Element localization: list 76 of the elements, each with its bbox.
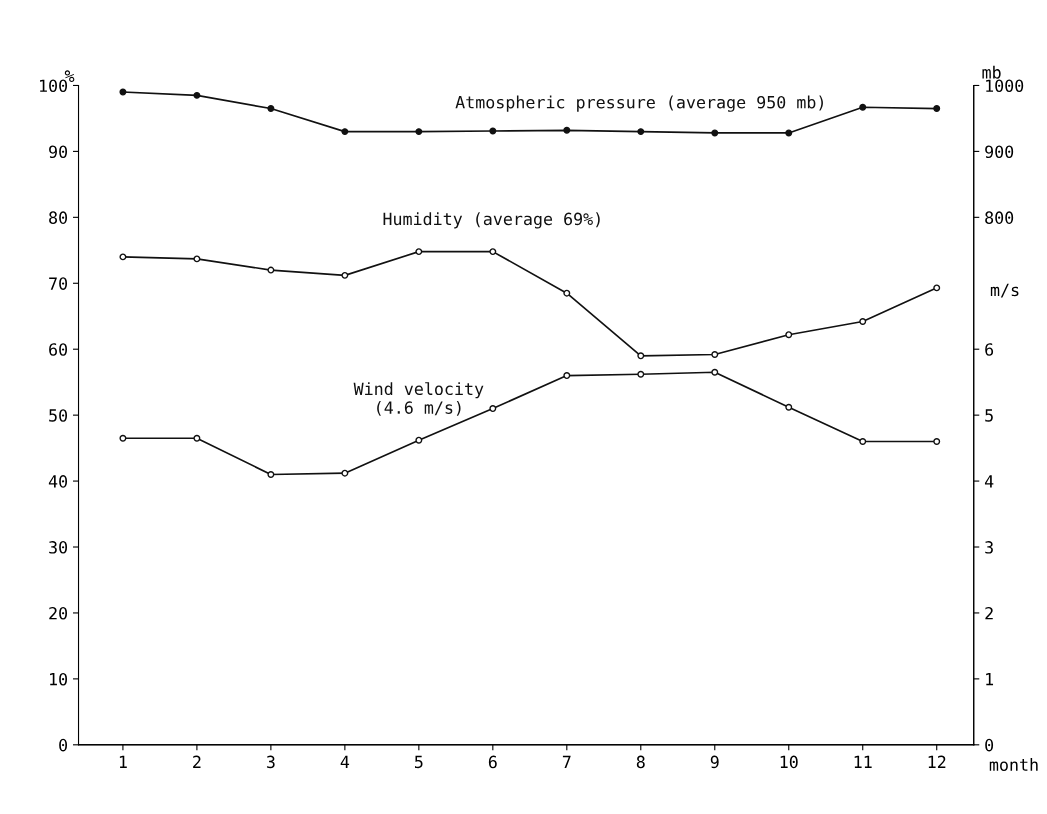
- y3-tick-label: 900: [985, 145, 1014, 159]
- point: [415, 248, 423, 256]
- point: [859, 438, 867, 445]
- point: [637, 352, 645, 360]
- point: [193, 91, 201, 99]
- point: [563, 372, 571, 380]
- x-tick-label: 5: [414, 755, 423, 769]
- y-tick-label: 30: [49, 541, 68, 554]
- y-tick-label: 70: [49, 277, 68, 290]
- point: [415, 436, 423, 444]
- y3-tick-label: 800: [985, 211, 1014, 224]
- y-tick-label: 80: [49, 211, 68, 224]
- y-tick-label: 60: [49, 343, 68, 356]
- point: [193, 434, 201, 442]
- point: [119, 88, 127, 96]
- point: [341, 271, 349, 279]
- point: [785, 403, 793, 411]
- x-tick-label: 3: [266, 755, 275, 769]
- point: [489, 405, 497, 413]
- point: [267, 266, 275, 274]
- y-tick-label: 40: [48, 475, 68, 488]
- y-tick-label: 20: [49, 606, 68, 620]
- y2-tick-label: 1: [986, 673, 994, 686]
- x-tick-label: 1: [119, 755, 127, 768]
- y-axis-title: %: [64, 70, 75, 82]
- y-tick-label: 10: [50, 672, 68, 686]
- point: [563, 126, 571, 134]
- x-tick-label: 7: [562, 755, 571, 768]
- x-tick-label: 12: [928, 755, 946, 768]
- point: [415, 128, 423, 136]
- point: [785, 129, 793, 137]
- y2-tick-label: 3: [985, 541, 993, 554]
- y2-tick-label: 0: [985, 738, 994, 752]
- x-tick-label: 11: [854, 755, 872, 768]
- series-label: Wind velocity (4.6 m/s): [353, 382, 484, 416]
- series-label: Atmospheric pressure (average 950 mb): [455, 95, 823, 112]
- point: [711, 351, 719, 358]
- point: [711, 129, 719, 137]
- point: [119, 434, 127, 442]
- point: [933, 438, 941, 445]
- y2-tick-label: 4: [984, 475, 994, 488]
- x-tick-label: 6: [488, 755, 497, 769]
- y-tick-label: 100: [40, 79, 68, 93]
- point: [711, 368, 719, 376]
- x-tick-label: 2: [193, 755, 201, 768]
- x-tick-label: 10: [780, 755, 798, 769]
- y2-tick-label: 2: [985, 606, 993, 620]
- y-tick-label: 0: [59, 738, 68, 752]
- y-tick-label: 50: [49, 409, 68, 422]
- point: [785, 331, 793, 339]
- point: [489, 127, 497, 135]
- series-label: Humidity (average 69%): [383, 212, 600, 229]
- x-tick-label: 9: [710, 755, 719, 769]
- y2-tick-label: 5: [985, 409, 993, 422]
- y-tick-label: 90: [49, 145, 68, 159]
- point: [267, 471, 275, 478]
- y3-tick-label: 1000: [986, 79, 1024, 93]
- point: [267, 105, 275, 113]
- point: [637, 370, 645, 378]
- point: [193, 255, 201, 263]
- y2-axis-title: m/s: [990, 283, 1019, 298]
- y2-tick-label: 6: [985, 343, 994, 356]
- point: [341, 469, 349, 477]
- point: [563, 289, 571, 297]
- point: [859, 318, 867, 325]
- point: [933, 284, 941, 292]
- point: [119, 253, 127, 261]
- point: [859, 103, 867, 111]
- point: [489, 248, 497, 256]
- x-tick-label: 8: [636, 755, 645, 769]
- point: [637, 128, 645, 136]
- x-tick-label: 4: [340, 755, 350, 768]
- point: [341, 128, 349, 136]
- y3-axis-title: mb: [982, 65, 1001, 79]
- point: [933, 105, 941, 113]
- x-axis-title: month: [989, 758, 1038, 771]
